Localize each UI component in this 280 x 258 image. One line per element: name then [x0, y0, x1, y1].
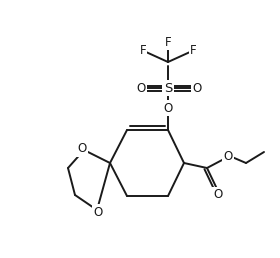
Text: O: O [77, 142, 87, 156]
Text: F: F [190, 44, 196, 57]
Text: O: O [136, 82, 146, 94]
Text: O: O [93, 206, 103, 219]
Text: S: S [164, 82, 172, 94]
Text: O: O [213, 189, 223, 201]
Text: O: O [192, 82, 202, 94]
Text: O: O [163, 101, 173, 115]
Text: F: F [140, 44, 146, 57]
Text: O: O [223, 150, 233, 164]
Text: F: F [165, 36, 171, 49]
